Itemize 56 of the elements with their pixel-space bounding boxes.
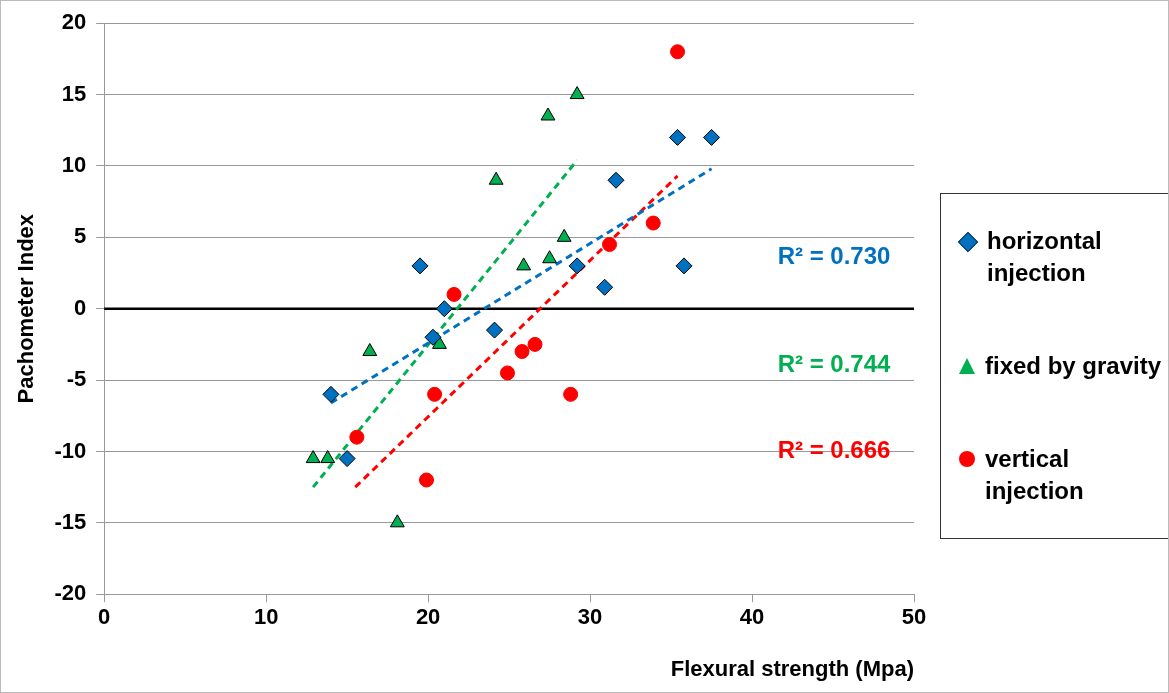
- y-axis-title: Pachometer Index: [13, 213, 39, 404]
- y-tick-label: 20: [61, 9, 87, 35]
- point: [320, 450, 336, 464]
- point: [514, 344, 530, 360]
- point: [322, 385, 340, 403]
- legend-label: fixed by gravity: [985, 351, 1162, 381]
- point: [488, 171, 504, 185]
- x-axis-title: Flexural strength (Mpa): [670, 655, 914, 681]
- y-tick-label: -10: [54, 437, 87, 463]
- x-tick-label: 30: [577, 604, 603, 630]
- y-tick-label: 5: [73, 223, 87, 249]
- point: [499, 365, 515, 381]
- y-tick-label: 0: [73, 294, 87, 320]
- point: [305, 450, 321, 464]
- annotation: R² = 0.744: [777, 350, 892, 378]
- point: [411, 257, 429, 275]
- point: [424, 328, 442, 346]
- point: [516, 257, 532, 271]
- point: [486, 321, 504, 339]
- point: [389, 514, 405, 528]
- point: [602, 236, 618, 252]
- y-tick-label: -5: [66, 366, 87, 392]
- point: [540, 107, 556, 121]
- x-tick-label: 0: [98, 604, 111, 630]
- point: [607, 171, 625, 189]
- point: [569, 86, 585, 100]
- y-tick-label: -15: [54, 508, 87, 534]
- y-tick-label: -20: [54, 580, 87, 606]
- point: [568, 257, 586, 275]
- legend-label: vertical injection: [985, 444, 1085, 507]
- point: [645, 215, 661, 231]
- x-tick-label: 10: [253, 604, 279, 630]
- point: [446, 286, 462, 302]
- point: [427, 386, 443, 402]
- x-tick-label: 50: [901, 604, 927, 630]
- point: [596, 278, 614, 296]
- annotation: R² = 0.730: [777, 241, 891, 269]
- point: [435, 300, 453, 318]
- point: [362, 343, 378, 357]
- point: [338, 450, 356, 468]
- point: [556, 228, 572, 242]
- legend-label: horizontal injection: [987, 225, 1103, 288]
- annotation: R² = 0.666: [777, 436, 891, 464]
- point: [669, 128, 687, 146]
- point: [527, 336, 543, 352]
- point: [542, 250, 558, 264]
- point: [703, 128, 721, 146]
- point: [563, 386, 579, 402]
- point: [419, 472, 434, 488]
- point: [670, 44, 686, 60]
- point: [349, 429, 365, 445]
- y-tick-label: 10: [61, 152, 87, 178]
- x-tick-label: 20: [415, 604, 441, 630]
- point: [675, 257, 693, 275]
- y-tick-label: 15: [61, 80, 87, 106]
- x-tick-label: 40: [739, 604, 765, 630]
